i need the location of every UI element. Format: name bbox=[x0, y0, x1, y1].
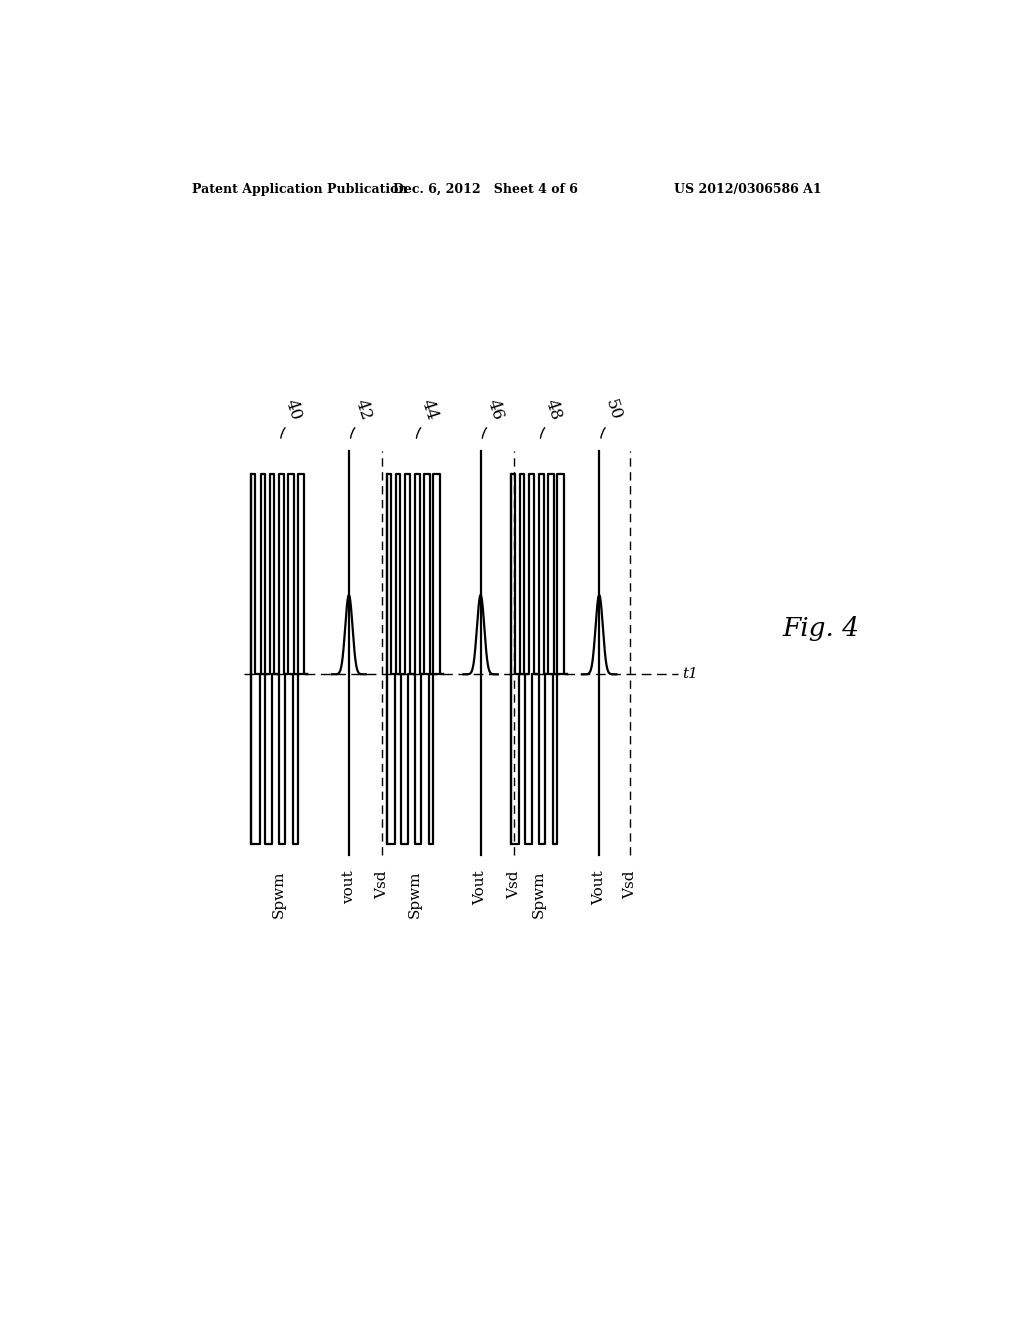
Text: vout: vout bbox=[342, 871, 356, 904]
Text: Dec. 6, 2012   Sheet 4 of 6: Dec. 6, 2012 Sheet 4 of 6 bbox=[393, 183, 578, 197]
Text: Spwm: Spwm bbox=[408, 871, 422, 919]
Text: Vsd: Vsd bbox=[507, 871, 521, 899]
Text: Vout: Vout bbox=[474, 871, 487, 906]
Text: 44: 44 bbox=[418, 397, 440, 422]
Text: 50: 50 bbox=[602, 397, 625, 422]
Text: Vsd: Vsd bbox=[375, 871, 389, 899]
Text: Patent Application Publication: Patent Application Publication bbox=[191, 183, 408, 197]
Text: Fig. 4: Fig. 4 bbox=[783, 615, 860, 640]
Text: Vout: Vout bbox=[592, 871, 606, 906]
Text: 42: 42 bbox=[351, 397, 374, 422]
Text: 40: 40 bbox=[282, 397, 304, 422]
Text: 48: 48 bbox=[542, 397, 564, 422]
Text: Spwm: Spwm bbox=[531, 871, 546, 919]
Text: Spwm: Spwm bbox=[272, 871, 286, 919]
Text: 46: 46 bbox=[483, 397, 506, 422]
Text: US 2012/0306586 A1: US 2012/0306586 A1 bbox=[675, 183, 822, 197]
Text: t1: t1 bbox=[682, 668, 698, 681]
Text: Vsd: Vsd bbox=[624, 871, 637, 899]
